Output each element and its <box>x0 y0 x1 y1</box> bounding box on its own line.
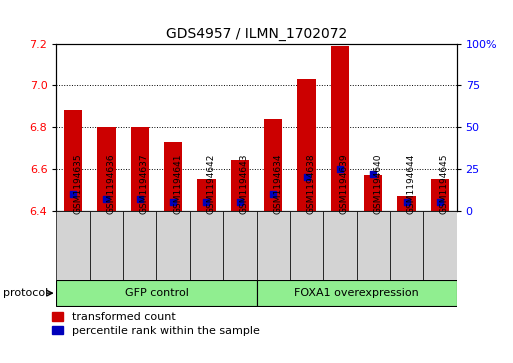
Text: FOXA1 overexpression: FOXA1 overexpression <box>294 288 419 298</box>
Bar <box>90 211 123 280</box>
Bar <box>398 196 416 211</box>
Point <box>402 199 410 205</box>
Text: protocol: protocol <box>3 287 48 298</box>
Bar <box>357 211 390 280</box>
Bar <box>256 280 457 306</box>
Bar <box>256 211 290 280</box>
Point <box>436 199 444 205</box>
Point <box>102 196 110 202</box>
Bar <box>231 160 249 211</box>
Text: GSM1194642: GSM1194642 <box>206 154 215 214</box>
Bar <box>364 175 382 211</box>
Text: GSM1194635: GSM1194635 <box>73 153 82 214</box>
Text: GSM1194639: GSM1194639 <box>340 153 349 214</box>
Point <box>336 166 344 172</box>
Text: GSM1194638: GSM1194638 <box>306 153 315 214</box>
Bar <box>123 211 156 280</box>
Bar <box>298 79 315 211</box>
Point <box>302 174 310 180</box>
Text: GSM1194644: GSM1194644 <box>406 154 416 214</box>
Bar <box>64 110 82 211</box>
Bar <box>164 142 182 211</box>
Text: GSM1194637: GSM1194637 <box>140 153 149 214</box>
Bar <box>131 127 149 211</box>
Bar <box>290 211 323 280</box>
Bar <box>198 179 215 211</box>
Point <box>369 171 377 177</box>
Title: GDS4957 / ILMN_1702072: GDS4957 / ILMN_1702072 <box>166 27 347 41</box>
Text: GSM1194640: GSM1194640 <box>373 154 382 214</box>
Legend: transformed count, percentile rank within the sample: transformed count, percentile rank withi… <box>52 312 260 336</box>
Bar <box>431 179 449 211</box>
Bar <box>331 46 349 211</box>
Text: GSM1194641: GSM1194641 <box>173 154 182 214</box>
Bar <box>390 211 423 280</box>
Bar <box>423 211 457 280</box>
Text: GFP control: GFP control <box>125 288 188 298</box>
Point <box>169 199 177 205</box>
Text: GSM1194643: GSM1194643 <box>240 154 249 214</box>
Bar <box>190 211 223 280</box>
Point <box>69 191 77 197</box>
Bar <box>56 211 90 280</box>
Bar <box>223 211 256 280</box>
Point <box>269 191 277 197</box>
Bar <box>156 211 190 280</box>
Bar <box>56 280 256 306</box>
Bar <box>264 119 282 211</box>
Point <box>135 196 144 202</box>
Text: GSM1194634: GSM1194634 <box>273 154 282 214</box>
Point <box>235 199 244 205</box>
Text: GSM1194645: GSM1194645 <box>440 154 449 214</box>
Bar <box>323 211 357 280</box>
Bar <box>97 127 115 211</box>
Point <box>202 199 210 205</box>
Text: GSM1194636: GSM1194636 <box>106 153 115 214</box>
